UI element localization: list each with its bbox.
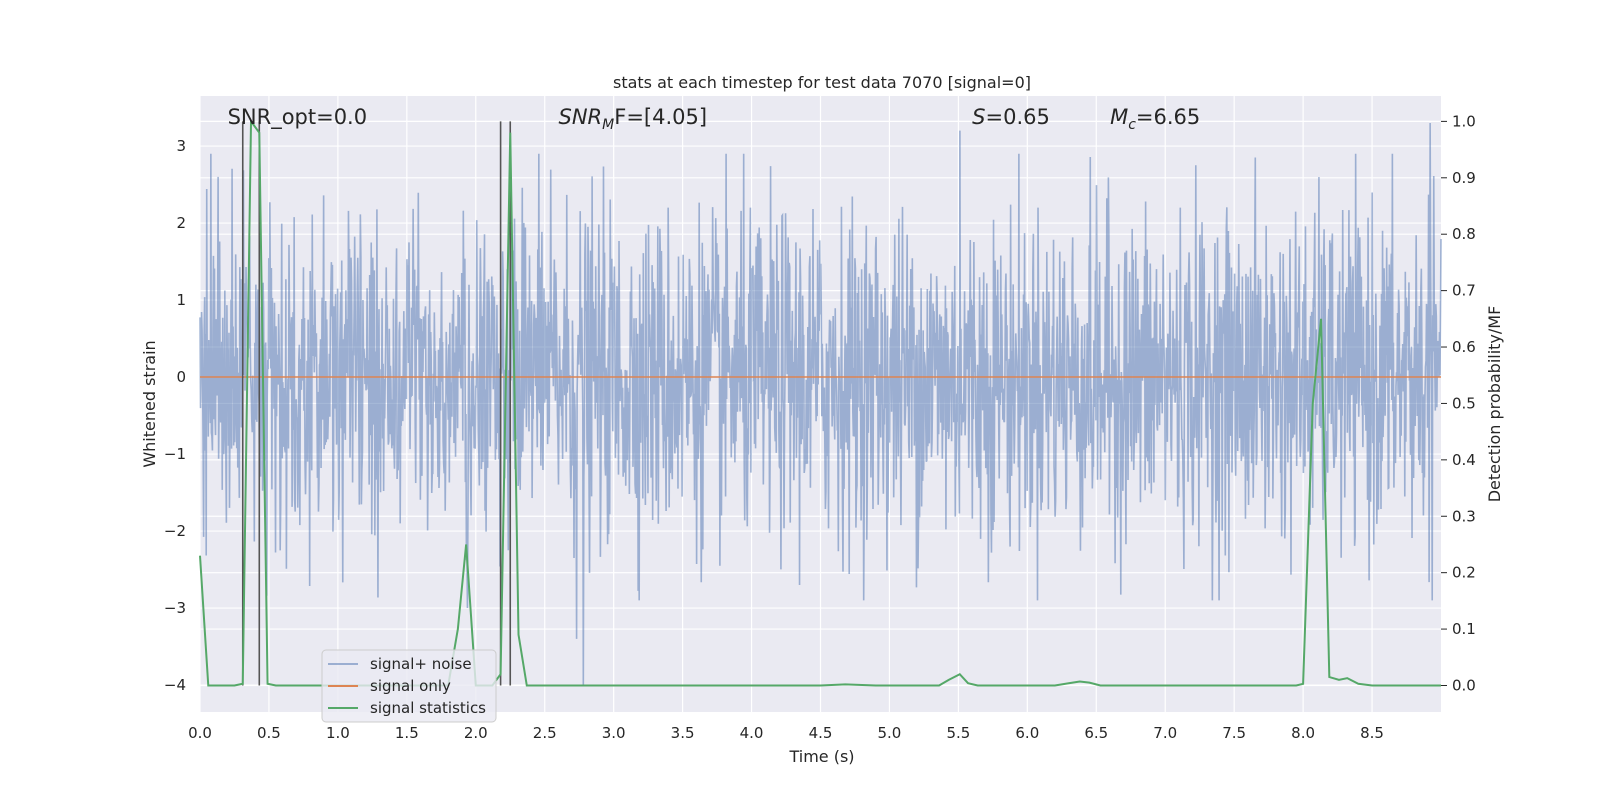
y-tick-label: −3 (164, 599, 186, 617)
x-tick-label: 8.0 (1291, 724, 1315, 742)
y-tick-label: −4 (164, 676, 186, 694)
x-tick-label: 7.0 (1153, 724, 1177, 742)
y-tick-label: 3 (176, 137, 186, 155)
signal-noise-line (199, 122, 1442, 686)
x-tick-label: 4.5 (809, 724, 833, 742)
annotation: S=0.65 (972, 105, 1050, 129)
y-right-tick-label: 0.1 (1452, 620, 1476, 638)
x-tick-label: 6.5 (1084, 724, 1108, 742)
y-right-tick-label: 1.0 (1452, 112, 1476, 130)
legend-entry: signal only (370, 677, 451, 695)
x-tick-label: 5.0 (878, 724, 902, 742)
x-axis-label: Time (s) (788, 747, 854, 766)
annotation-value: F=[4.05] (614, 105, 707, 129)
series-signal-statistics (199, 118, 1441, 687)
y-right-tick-label: 0.7 (1452, 282, 1476, 300)
x-tick-label: 0.0 (188, 724, 212, 742)
y-right-tick-label: 0.0 (1452, 676, 1476, 694)
chart-title: stats at each timestep for test data 707… (613, 73, 1031, 92)
legend-entry: signal statistics (370, 699, 486, 717)
y-tick-label: 2 (176, 214, 186, 232)
x-tick-label: 4.0 (740, 724, 764, 742)
x-tick-label: 3.5 (671, 724, 695, 742)
grid (199, 96, 1441, 712)
x-tick-label: 1.5 (395, 724, 419, 742)
annotation-symbol: S (972, 105, 985, 129)
x-tick-label: 2.5 (533, 724, 557, 742)
y-tick-label: −2 (164, 522, 186, 540)
annotation: SNRMF=[4.05] (559, 105, 708, 133)
x-tick-label: 6.0 (1015, 724, 1039, 742)
x-tick-label: 0.5 (257, 724, 281, 742)
annotation-subscript: c (1128, 117, 1136, 133)
x-tick-label: 3.0 (602, 724, 626, 742)
y-axis-ticks: −4 −3 −2 −1 0 1 2 3 (164, 137, 186, 694)
x-axis-ticks: 0.0 0.5 1.0 1.5 2.0 2.5 3.0 3.5 4.0 4.5 5.0 5.5 6.0 6… (188, 724, 1384, 742)
annotation-value: =6.65 (1136, 105, 1200, 129)
x-tick-label: 1.0 (326, 724, 350, 742)
legend-box (321, 649, 497, 723)
y-right-tick-label: 0.4 (1452, 451, 1476, 469)
y-right-tick-label: 0.6 (1452, 338, 1476, 356)
y-right-tick-label: 0.9 (1452, 169, 1476, 187)
annotations: SNR_opt=0.0 SNRMF=[4.05] S=0.65 Mc=6.65 (228, 105, 1201, 133)
legend-entry: signal+ noise (370, 655, 472, 673)
legend: signal+ noise signal only signal statistic… (321, 649, 497, 723)
x-tick-label: 8.5 (1360, 724, 1384, 742)
vertical-markers (241, 121, 512, 686)
y-tick-label: 0 (176, 368, 186, 386)
y-axis-label: Whitened strain (140, 340, 159, 467)
annotation-value: =0.65 (986, 105, 1050, 129)
x-tick-label: 5.5 (946, 724, 970, 742)
y-right-axis-ticks: 0.0 0.1 0.2 0.3 0.4 0.5 0.6 0.7 0.8 0.9 1.0 (1441, 112, 1476, 694)
annotation: SNR_opt=0.0 (228, 105, 368, 130)
y-tick-label: −1 (164, 445, 186, 463)
annotation-subscript: M (602, 117, 614, 133)
y-tick-label: 1 (176, 291, 186, 309)
x-tick-label: 2.0 (464, 724, 488, 742)
annotation-symbol: SNR (559, 105, 603, 129)
y-right-axis-label: Detection probability/MF (1485, 306, 1504, 503)
series-signal-noise (199, 122, 1442, 686)
y-right-tick-label: 0.8 (1452, 225, 1476, 243)
y-right-tick-label: 0.3 (1452, 507, 1476, 525)
x-tick-label: 7.5 (1222, 724, 1246, 742)
y-right-tick-label: 0.2 (1452, 564, 1476, 582)
annotation-symbol: M (1110, 105, 1128, 129)
signal-statistics-line (199, 118, 1441, 687)
y-right-tick-label: 0.5 (1452, 394, 1476, 412)
annotation: Mc=6.65 (1110, 105, 1200, 133)
